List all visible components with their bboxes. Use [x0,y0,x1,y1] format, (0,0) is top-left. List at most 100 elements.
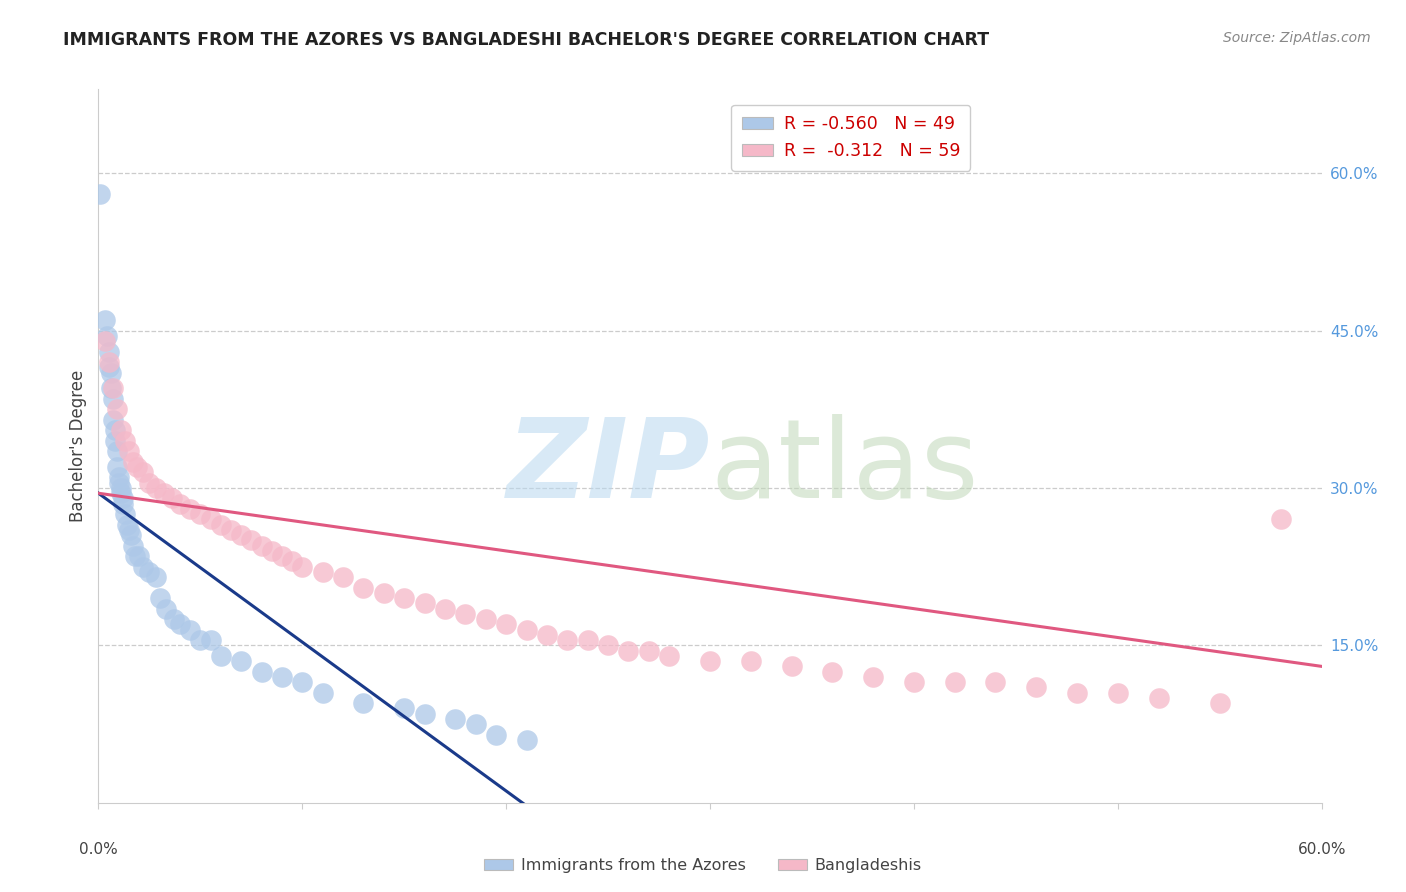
Point [943,675,966,690]
Point [108,470,131,484]
Point [617,643,640,657]
Point [281,554,304,568]
Point [1270,512,1292,526]
Point [862,670,884,684]
Legend: R = -0.560   N = 49, R =  -0.312   N = 59: R = -0.560 N = 49, R = -0.312 N = 59 [731,105,970,170]
Point [108,475,131,490]
Point [312,685,335,699]
Point [110,486,132,500]
Point [101,381,124,395]
Point [413,706,436,721]
Text: 0.0%: 0.0% [79,842,118,856]
Point [132,559,155,574]
Point [110,423,132,437]
Point [392,591,416,606]
Point [270,549,294,564]
Point [93,313,115,327]
Point [105,402,128,417]
Point [474,612,498,626]
Point [250,665,273,679]
Point [1107,685,1129,699]
Point [270,670,294,684]
Point [1025,681,1047,695]
Point [1147,690,1170,705]
Point [352,696,374,710]
Point [485,728,508,742]
Point [291,675,314,690]
Point [111,497,134,511]
Point [179,623,201,637]
Point [101,413,124,427]
Point [200,633,222,648]
Point [149,591,172,606]
Point [200,512,222,526]
Y-axis label: Bachelor's Degree: Bachelor's Degree [69,370,87,522]
Point [332,570,354,584]
Point [454,607,477,621]
Point [114,507,136,521]
Point [179,502,201,516]
Point [903,675,925,690]
Point [352,581,374,595]
Point [111,491,134,506]
Point [984,675,1007,690]
Point [127,460,149,475]
Point [163,612,186,626]
Point [145,481,167,495]
Point [118,523,141,537]
Point [105,460,128,475]
Point [97,355,120,369]
Point [145,570,167,584]
Point [160,491,183,506]
Point [260,544,283,558]
Point [780,659,803,673]
Point [104,434,127,448]
Point [110,481,132,495]
Point [188,507,212,521]
Point [104,423,127,437]
Point [291,559,314,574]
Point [169,497,191,511]
Point [495,617,517,632]
Point [312,565,335,579]
Text: IMMIGRANTS FROM THE AZORES VS BANGLADESHI BACHELOR'S DEGREE CORRELATION CHART: IMMIGRANTS FROM THE AZORES VS BANGLADESH… [63,31,990,49]
Point [1066,685,1088,699]
Point [637,643,661,657]
Point [250,539,273,553]
Point [576,633,599,648]
Point [101,392,124,406]
Point [373,586,395,600]
Point [124,549,146,564]
Point [231,528,253,542]
Point [413,596,436,610]
Point [555,633,579,648]
Point [122,539,145,553]
Point [821,665,844,679]
Point [219,523,242,537]
Point [444,712,467,726]
Point [392,701,416,715]
Point [155,601,177,615]
Point [89,187,111,202]
Point [740,654,762,668]
Point [658,648,681,663]
Point [464,717,486,731]
Point [100,366,122,380]
Point [169,617,191,632]
Point [240,533,263,548]
Point [209,517,232,532]
Point [598,639,620,653]
Point [96,328,118,343]
Point [209,648,232,663]
Point [97,360,120,375]
Text: atlas: atlas [710,414,979,521]
Legend: Immigrants from the Azores, Bangladeshis: Immigrants from the Azores, Bangladeshis [478,852,928,880]
Point [120,528,142,542]
Point [97,344,120,359]
Point [138,565,160,579]
Point [152,486,174,500]
Point [188,633,212,648]
Text: ZIP: ZIP [506,414,710,521]
Point [114,434,136,448]
Point [122,455,145,469]
